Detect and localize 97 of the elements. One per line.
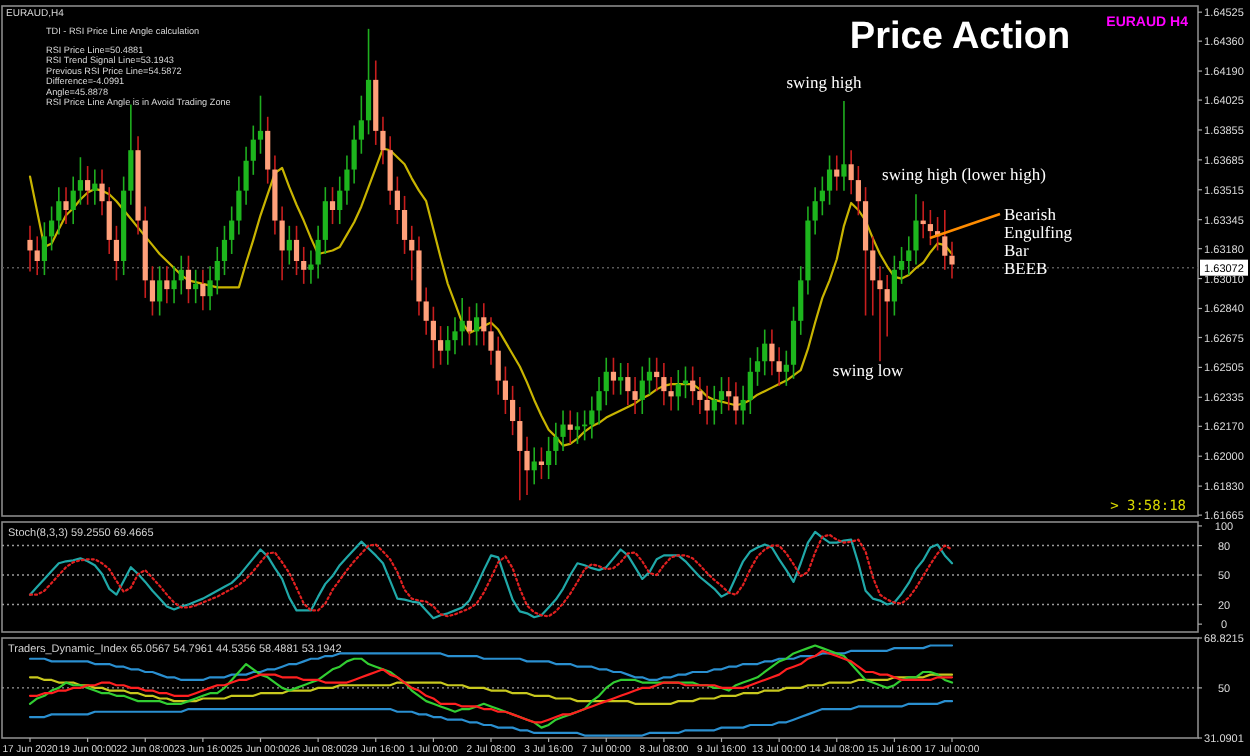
candlestick bbox=[185, 254, 192, 305]
candlestick bbox=[63, 186, 69, 225]
candlestick bbox=[351, 124, 357, 185]
candlestick bbox=[221, 225, 228, 276]
candlestick bbox=[927, 209, 933, 246]
candlestick bbox=[437, 325, 444, 366]
candlestick bbox=[394, 175, 400, 225]
candlestick bbox=[77, 156, 84, 206]
candlestick bbox=[502, 365, 509, 415]
candlestick bbox=[567, 409, 573, 445]
candlestick bbox=[293, 225, 300, 276]
candlestick bbox=[733, 381, 739, 426]
candlestick bbox=[365, 28, 372, 136]
candlestick bbox=[603, 356, 609, 407]
candlestick bbox=[473, 302, 480, 347]
candlestick bbox=[27, 225, 33, 273]
candlestick bbox=[178, 254, 184, 296]
candlestick bbox=[301, 246, 307, 285]
candlestick bbox=[164, 265, 170, 305]
candlestick bbox=[257, 94, 264, 155]
candlestick bbox=[553, 421, 559, 466]
candlestick bbox=[466, 305, 472, 347]
candlestick bbox=[358, 94, 364, 155]
candlestick bbox=[128, 103, 134, 206]
candlestick bbox=[855, 165, 861, 217]
candlestick bbox=[711, 385, 717, 426]
candlestick bbox=[942, 209, 948, 271]
candlestick bbox=[70, 175, 76, 225]
candlestick bbox=[459, 297, 465, 347]
candlestick bbox=[589, 395, 595, 440]
candlestick bbox=[762, 328, 768, 377]
candlestick bbox=[639, 365, 645, 415]
candlestick bbox=[401, 195, 408, 255]
chart-title: Price Action bbox=[849, 16, 1071, 58]
candlestick bbox=[495, 335, 501, 396]
candlestick bbox=[329, 186, 336, 225]
candlestick bbox=[337, 175, 343, 225]
candlestick bbox=[848, 149, 854, 195]
candlestick bbox=[49, 205, 55, 252]
candlestick bbox=[618, 362, 624, 396]
candlestick bbox=[229, 205, 235, 255]
candlestick bbox=[286, 225, 292, 266]
candlestick bbox=[740, 385, 746, 426]
annotation: swing high (lower high) bbox=[882, 164, 1047, 184]
candlestick bbox=[517, 406, 523, 501]
candlestick bbox=[754, 346, 761, 387]
candlestick bbox=[315, 225, 321, 280]
candlestick bbox=[531, 446, 537, 486]
candlestick bbox=[56, 186, 62, 236]
candlestick bbox=[387, 135, 393, 206]
candlestick bbox=[898, 246, 905, 285]
candlestick bbox=[783, 349, 789, 387]
candlestick bbox=[646, 356, 653, 396]
candlestick bbox=[85, 165, 91, 206]
candlestick bbox=[113, 225, 120, 282]
candlestick bbox=[826, 154, 833, 206]
line-series bbox=[28, 673, 954, 705]
annotation: swing low bbox=[832, 360, 905, 380]
candlestick bbox=[193, 268, 199, 305]
candlestick bbox=[610, 356, 617, 396]
candlestick bbox=[870, 235, 876, 317]
line-series bbox=[28, 700, 954, 737]
candlestick bbox=[747, 356, 753, 415]
text: Bearish Engulfing Bar BEEB bbox=[1004, 204, 1074, 278]
candlestick bbox=[322, 186, 328, 255]
candlestick bbox=[661, 362, 667, 407]
candlestick bbox=[41, 221, 48, 276]
candlestick bbox=[718, 376, 725, 415]
candlestick bbox=[726, 376, 732, 412]
candlestick bbox=[106, 186, 112, 255]
candlestick bbox=[884, 274, 890, 338]
candlestick bbox=[704, 385, 710, 426]
candlestick bbox=[92, 168, 98, 206]
candlestick bbox=[34, 235, 40, 276]
candlestick bbox=[546, 436, 552, 480]
candlestick bbox=[697, 376, 703, 415]
annotation: swing high bbox=[786, 72, 864, 92]
candlestick bbox=[538, 446, 545, 480]
candlestick bbox=[790, 305, 797, 380]
candlestick bbox=[690, 365, 696, 407]
candlestick bbox=[625, 362, 631, 407]
candlestick bbox=[214, 246, 220, 296]
candlestick bbox=[841, 100, 847, 192]
candlestick bbox=[445, 325, 451, 366]
candlestick bbox=[430, 305, 436, 370]
candlestick bbox=[149, 265, 156, 317]
candlestick bbox=[675, 369, 681, 412]
candlestick bbox=[776, 346, 782, 387]
candlestick bbox=[654, 356, 660, 392]
candlestick bbox=[574, 411, 581, 445]
candlestick bbox=[200, 268, 206, 312]
candlestick bbox=[891, 254, 897, 317]
candlestick bbox=[510, 385, 516, 436]
candlestick bbox=[834, 154, 840, 192]
candlestick bbox=[819, 175, 825, 217]
candlestick bbox=[157, 265, 163, 317]
candlestick bbox=[481, 302, 487, 347]
